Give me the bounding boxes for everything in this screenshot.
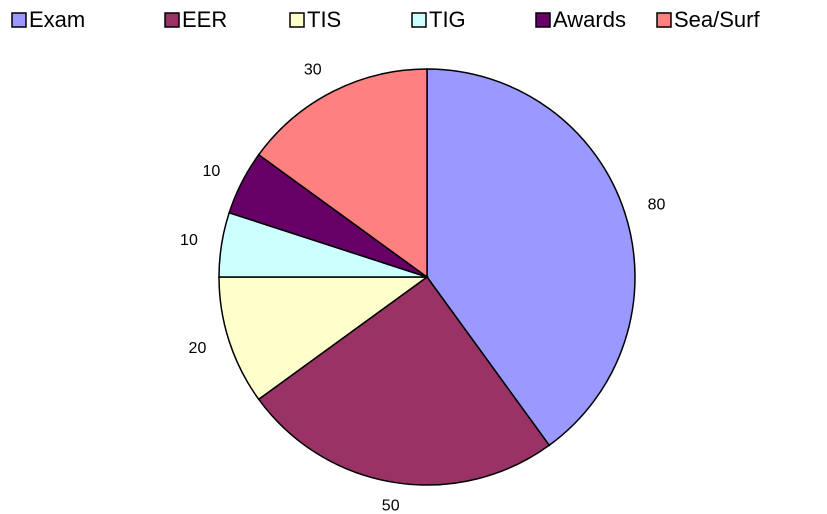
- legend-swatch: [656, 12, 672, 28]
- legend-swatch: [289, 12, 305, 28]
- legend-label: Awards: [553, 7, 626, 32]
- legend-swatch: [164, 12, 180, 28]
- pie-slice: [218, 276, 430, 401]
- legend-label: TIG: [429, 7, 466, 32]
- legend-label: Sea/Surf: [674, 7, 760, 32]
- pie-slice: [426, 68, 636, 447]
- legend-swatch: [11, 12, 27, 28]
- pie-slice: [257, 275, 551, 486]
- data-label: 10: [202, 163, 220, 180]
- legend-swatch: [411, 12, 427, 28]
- data-label: 80: [648, 197, 666, 214]
- data-label: 20: [189, 340, 207, 357]
- legend-label: Exam: [29, 7, 85, 32]
- data-label: 50: [382, 497, 400, 514]
- legend-swatch: [535, 12, 551, 28]
- data-label: 10: [180, 232, 198, 249]
- legend-label: EER: [182, 7, 227, 32]
- legend-label: TIS: [307, 7, 341, 32]
- data-label: 30: [304, 62, 322, 79]
- pie-slice: [257, 68, 428, 279]
